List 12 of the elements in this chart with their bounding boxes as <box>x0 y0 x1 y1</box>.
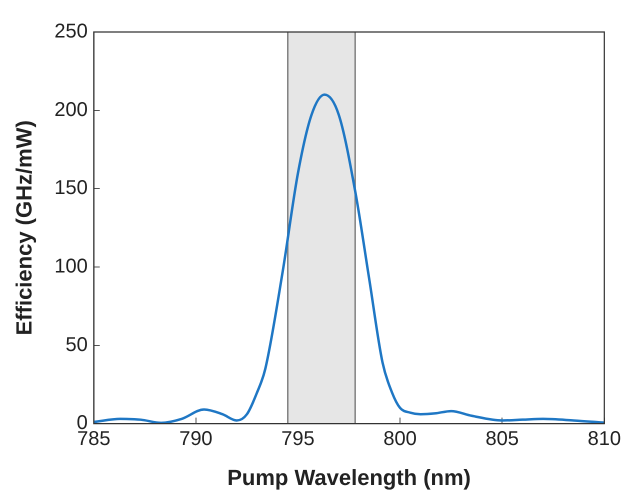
x-tick-label: 790 <box>179 428 213 450</box>
x-tick-label: 800 <box>383 428 417 450</box>
y-tick-label: 250 <box>54 20 88 43</box>
y-tick-label: 200 <box>54 98 88 121</box>
x-tick-label: 810 <box>588 428 622 450</box>
y-tick-label: 100 <box>54 255 88 278</box>
y-tick-label: 50 <box>66 334 88 356</box>
x-tick-label: 795 <box>281 428 315 450</box>
y-axis-title: Efficiency (GHz/mW) <box>11 120 36 336</box>
x-tick-label: 805 <box>486 428 519 450</box>
y-tick-label: 150 <box>54 177 88 200</box>
x-axis-title: Pump Wavelength (nm) <box>227 464 471 490</box>
